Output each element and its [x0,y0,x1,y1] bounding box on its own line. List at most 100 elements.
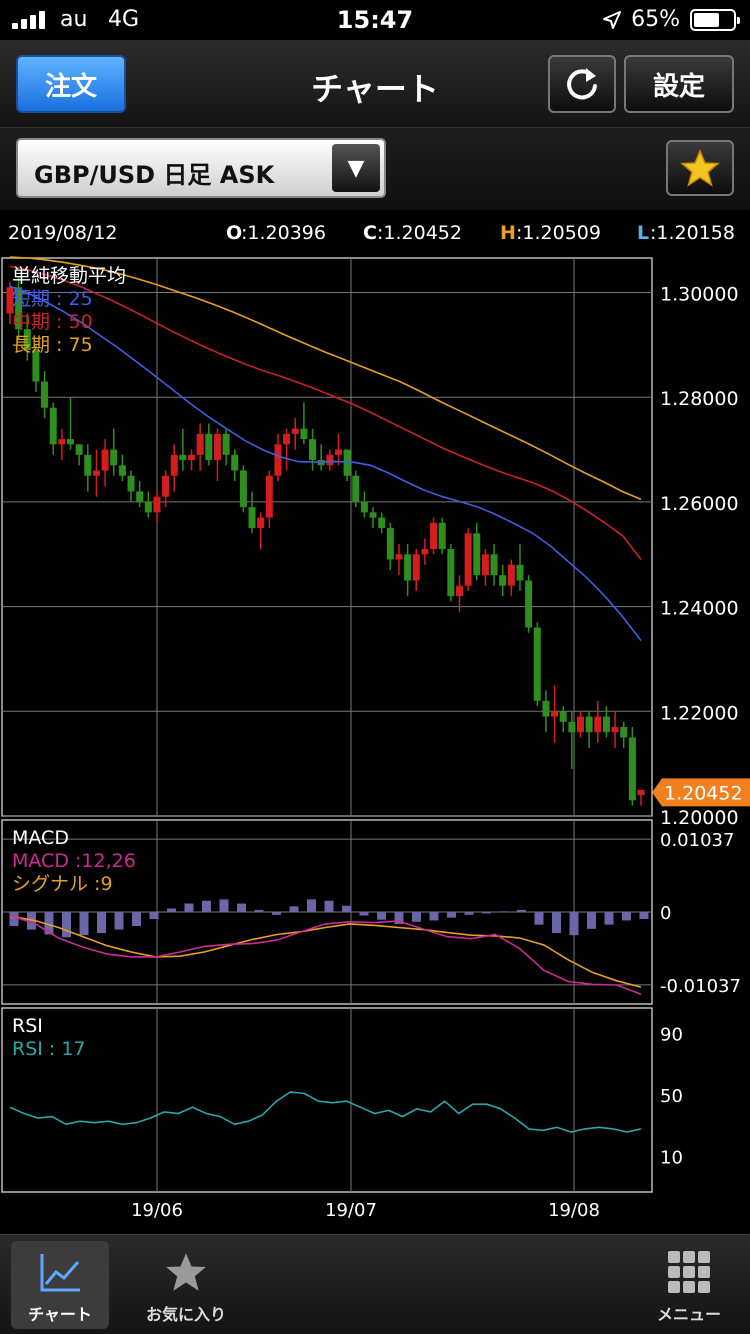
candle-body [188,454,196,461]
high-label: H [500,222,516,244]
candle-body [525,580,533,628]
tab-favorites-label: お気に入り [145,1305,226,1324]
candle-body [369,512,377,518]
candle-body [404,554,412,581]
location-arrow-icon [603,11,621,29]
candle-body [507,564,515,586]
candle-body [576,716,584,733]
macd-histogram-bar [622,912,631,921]
candle-body [412,554,420,581]
star-icon [166,1253,206,1291]
macd-histogram-bar [324,900,334,912]
candle-body [326,454,334,466]
macd-histogram-bar [9,912,19,927]
macd-histogram-bar [62,912,71,938]
candle-body [15,287,23,330]
macd-histogram-bar [237,903,246,912]
candle-body [395,554,403,560]
macd-histogram-bar [359,912,369,916]
candle-body [430,522,438,550]
chevron-down-icon: ▼ [332,144,380,192]
macd-histogram-bar [429,912,439,921]
sma-legend-item: 中期 : 50 [12,311,93,333]
page-title: チャート [311,70,439,108]
candle-body [499,575,507,586]
candle-body [594,716,602,733]
price-axis-tick: 1.24000 [660,598,739,620]
open-value: :1.20396 [241,222,326,244]
symbol-dropdown-label: GBP/USD 日足 ASK [34,161,275,189]
candle-body [6,287,14,314]
macd-histogram-bar [272,912,281,915]
candle-body [473,533,481,576]
close-value: :1.20452 [377,222,462,244]
status-bar: au 4G 15:47 65% [0,0,750,40]
candle-body [118,465,126,476]
nav-bar: 注文 チャート 設定 [0,40,750,128]
tab-menu[interactable]: メニュー [640,1241,738,1329]
macd-histogram-bar [307,899,316,912]
candle-body [67,439,75,445]
macd-histogram-bar [394,912,404,924]
candle-body [533,627,541,701]
macd-histogram-bar [499,911,509,913]
macd-axis-tick: -0.01037 [660,976,741,997]
line-chart-icon [40,1254,80,1292]
candle-body [291,428,299,434]
macd-histogram-bar [604,912,614,925]
current-price-label: 1.20452 [664,782,743,804]
macd-axis-tick: 0.01037 [660,830,734,851]
candle-body [248,507,256,529]
date-axis-tick: 19/06 [131,1200,183,1221]
macd-histogram-bar [44,912,54,935]
network-type: 4G [108,7,140,32]
sma-legend-item: 短期 : 25 [12,288,93,310]
long-ma-line [9,256,642,501]
macd-histogram-bar [167,908,176,912]
macd-title: MACD [12,827,69,849]
candle-body [378,517,386,529]
tab-bar: チャート お気に入り メニュー [0,1234,750,1334]
cellular-signal-icon [12,11,52,29]
settings-button[interactable]: 設定 [624,55,734,113]
order-button[interactable]: 注文 [16,55,126,113]
chart-area[interactable]: 1.30000 1.28000 1.26000 1.24000 1.22000 1.200… [0,256,750,1234]
candle-body [421,549,429,555]
candle-body [23,329,31,351]
candle-body [265,475,273,518]
symbol-dropdown[interactable]: GBP/USD 日足 ASK ▼ [16,138,386,198]
short-ma-line [9,285,642,642]
candle-body [559,711,567,722]
candle-body [628,737,636,801]
tab-favorites[interactable]: お気に入り [136,1241,236,1329]
macd-histogram-bar [79,912,89,936]
candle-body [620,727,628,738]
candle-body [257,517,265,529]
macd-legend-item: シグナル :9 [12,873,113,895]
favorite-button[interactable] [666,140,734,196]
tab-chart[interactable]: チャート [11,1241,109,1329]
candle-body [213,433,221,461]
candle-body [447,549,455,597]
candle-body [136,491,144,502]
date-axis-tick: 19/07 [325,1200,377,1221]
candle-body [84,454,92,476]
carrier-name: au [60,7,88,32]
candle-body [300,428,308,440]
tab-menu-label: メニュー [656,1305,721,1324]
candle-body [179,454,187,461]
macd-histogram-bar [202,900,211,912]
candle-body [464,533,472,586]
macd-histogram-bar [464,912,474,915]
macd-histogram-bar [639,912,649,920]
star-icon [680,149,720,187]
price-axis-tick: 1.28000 [660,388,739,410]
macd-histogram-bar [342,905,351,912]
price-axis-tick: 1.26000 [660,493,739,515]
refresh-button[interactable] [548,55,616,113]
rsi-title: RSI [12,1015,43,1037]
date-axis-tick: 19/08 [548,1200,600,1221]
candle-body [274,444,282,476]
rsi-axis-tick: 50 [660,1086,683,1107]
rsi-legend-item: RSI : 17 [12,1038,86,1060]
